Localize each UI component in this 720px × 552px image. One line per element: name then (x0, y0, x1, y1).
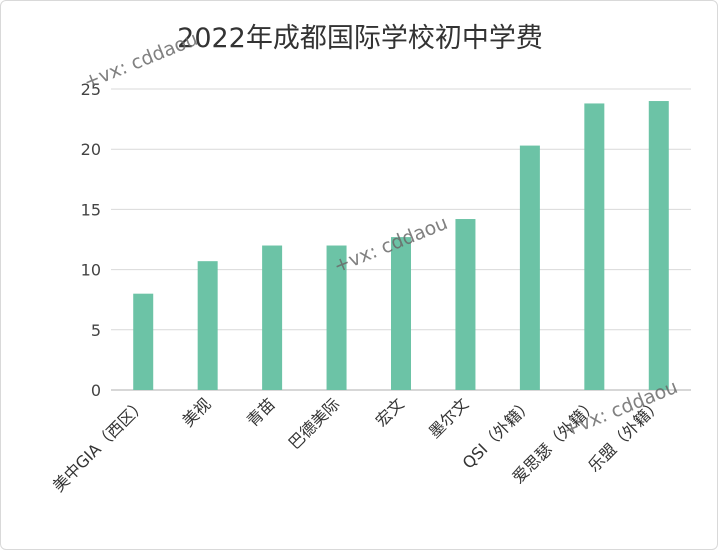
y-tick-label: 25 (81, 80, 101, 99)
category-label: 美中GIA（西区） (49, 394, 150, 495)
bar (326, 245, 347, 390)
watermark-top: +vx: cddaou (81, 28, 201, 94)
bar (584, 103, 605, 390)
bar (391, 237, 411, 390)
category-label: 巴德美际 (285, 394, 344, 453)
category-label: 美视 (178, 394, 214, 430)
bar (519, 145, 540, 390)
category-label: 墨尔文 (425, 394, 472, 441)
chart-title: 2022年成都国际学校初中学费 (177, 23, 543, 54)
bar (262, 245, 283, 390)
bar (133, 293, 154, 390)
y-axis-ticks: 0 5 10 15 20 25 (81, 80, 101, 400)
category-label: 宏文 (372, 394, 408, 430)
watermark-middle: +vx: cddaou (331, 212, 451, 278)
y-tick-label: 0 (91, 381, 101, 400)
y-tick-label: 10 (81, 261, 101, 280)
y-tick-label: 15 (81, 200, 101, 219)
category-labels: 美中GIA（西区） 美视 青苗 巴德美际 宏文 墨尔文QSI（外籍）爱思瑟（外籍）乐盟（外… (49, 394, 666, 495)
category-label: 青苗 (243, 394, 279, 430)
bar (197, 261, 218, 390)
y-tick-label: 5 (91, 321, 101, 340)
y-tick-label: 20 (81, 140, 101, 159)
bar (455, 219, 476, 390)
bars (133, 101, 669, 390)
bar (648, 101, 669, 390)
